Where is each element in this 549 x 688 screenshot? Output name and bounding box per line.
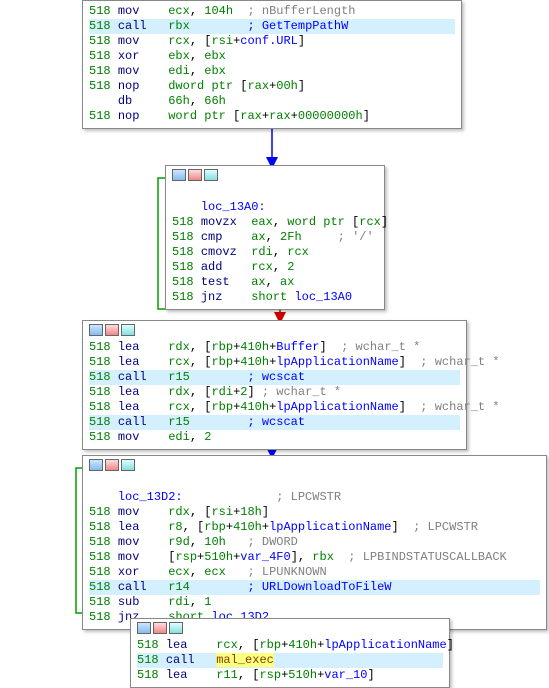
graph-icon[interactable] xyxy=(105,459,119,471)
disasm-line[interactable]: 518 xor ecx, ecx ; LPUNKNOWN xyxy=(89,565,540,580)
disasm-block-b5[interactable]: 518 lea rcx, [rbp+410h+lpApplicationName… xyxy=(130,618,450,688)
collapse-icon[interactable] xyxy=(89,324,103,336)
disasm-line[interactable]: 518 lea r8, [rbp+410h+lpApplicationName]… xyxy=(89,520,540,535)
disasm-line[interactable]: 518 mov ecx, 104h ; nBufferLength xyxy=(89,4,455,19)
disasm-block-b2[interactable]: loc_13A0:518 movzx eax, word ptr [rcx]51… xyxy=(165,165,385,310)
disasm-line[interactable]: 518 test ax, ax xyxy=(172,275,378,290)
list-icon[interactable] xyxy=(169,622,183,634)
disasm-line[interactable]: 518 nop dword ptr [rax+00h] xyxy=(89,79,455,94)
list-icon[interactable] xyxy=(204,169,218,181)
disasm-line[interactable]: 518 mov rcx, [rsi+conf.URL] xyxy=(89,34,455,49)
disasm-line[interactable]: 518 call rbx ; GetTempPathW xyxy=(89,19,455,34)
loc-label: loc_13A0: xyxy=(172,200,378,215)
loc-label: loc_13D2: ; LPCWSTR xyxy=(89,490,540,505)
disasm-line[interactable]: 518 mov edi, 2 xyxy=(89,430,460,445)
disasm-line[interactable]: 518 xor ebx, ebx xyxy=(89,49,455,64)
disasm-line[interactable]: 518 nop word ptr [rax+rax+00000000h] xyxy=(89,109,455,124)
disasm-line[interactable]: 518 mov rdx, [rsi+18h] xyxy=(89,505,540,520)
disasm-line[interactable]: 518 mov r9d, 10h ; DWORD xyxy=(89,535,540,550)
list-icon[interactable] xyxy=(121,459,135,471)
collapse-icon[interactable] xyxy=(89,459,103,471)
disasm-line[interactable]: 518 mov [rsp+510h+var_4F0], rbx ; LPBIND… xyxy=(89,550,540,565)
disasm-line[interactable]: 518 lea rdx, [rbp+410h+Buffer] ; wchar_t… xyxy=(89,340,460,355)
graph-icon[interactable] xyxy=(105,324,119,336)
collapse-icon[interactable] xyxy=(137,622,151,634)
disasm-line[interactable]: 518 jnz short loc_13A0 xyxy=(172,290,378,305)
disasm-line[interactable]: 518 movzx eax, word ptr [rcx] xyxy=(172,215,378,230)
disasm-line[interactable]: 518 mov edi, ebx xyxy=(89,64,455,79)
disasm-line[interactable]: 518 lea rdx, [rdi+2] ; wchar_t * xyxy=(89,385,460,400)
disasm-line[interactable]: 518 cmp ax, 2Fh ; '/' xyxy=(172,230,378,245)
disasm-line[interactable]: 518 cmovz rdi, rcx xyxy=(172,245,378,260)
collapse-icon[interactable] xyxy=(172,169,186,181)
graph-icon[interactable] xyxy=(188,169,202,181)
disasm-block-b4[interactable]: loc_13D2: ; LPCWSTR518 mov rdx, [rsi+18h… xyxy=(82,455,547,630)
disasm-line[interactable]: 518 add rcx, 2 xyxy=(172,260,378,275)
loc-label xyxy=(172,185,378,200)
disasm-line[interactable]: 518 sub rdi, 1 xyxy=(89,595,540,610)
graph-icon[interactable] xyxy=(153,622,167,634)
block-toolbar xyxy=(137,622,443,634)
disasm-line[interactable]: 518 lea rcx, [rbp+410h+lpApplicationName… xyxy=(89,400,460,415)
loc-label xyxy=(89,475,540,490)
block-toolbar xyxy=(172,169,378,181)
disasm-line[interactable]: 518 call r14 ; URLDownloadToFileW xyxy=(89,580,540,595)
disasm-line[interactable]: 518 lea rcx, [rbp+410h+lpApplicationName… xyxy=(137,638,443,653)
disasm-block-b3[interactable]: 518 lea rdx, [rbp+410h+Buffer] ; wchar_t… xyxy=(82,320,467,450)
block-toolbar xyxy=(89,459,540,471)
disasm-line[interactable]: 518 lea rcx, [rbp+410h+lpApplicationName… xyxy=(89,355,460,370)
list-icon[interactable] xyxy=(121,324,135,336)
disasm-line[interactable]: 518 call r15 ; wcscat xyxy=(89,415,460,430)
disasm-line[interactable]: 518 call r15 ; wcscat xyxy=(89,370,460,385)
disasm-line[interactable]: db 66h, 66h xyxy=(89,94,455,109)
disasm-block-b1[interactable]: 518 mov ecx, 104h ; nBufferLength518 cal… xyxy=(82,0,462,129)
disasm-line[interactable]: 518 lea r11, [rsp+510h+var_10] xyxy=(137,668,443,683)
block-toolbar xyxy=(89,324,460,336)
disassembly-graph-canvas: 518 mov ecx, 104h ; nBufferLength518 cal… xyxy=(0,0,549,666)
